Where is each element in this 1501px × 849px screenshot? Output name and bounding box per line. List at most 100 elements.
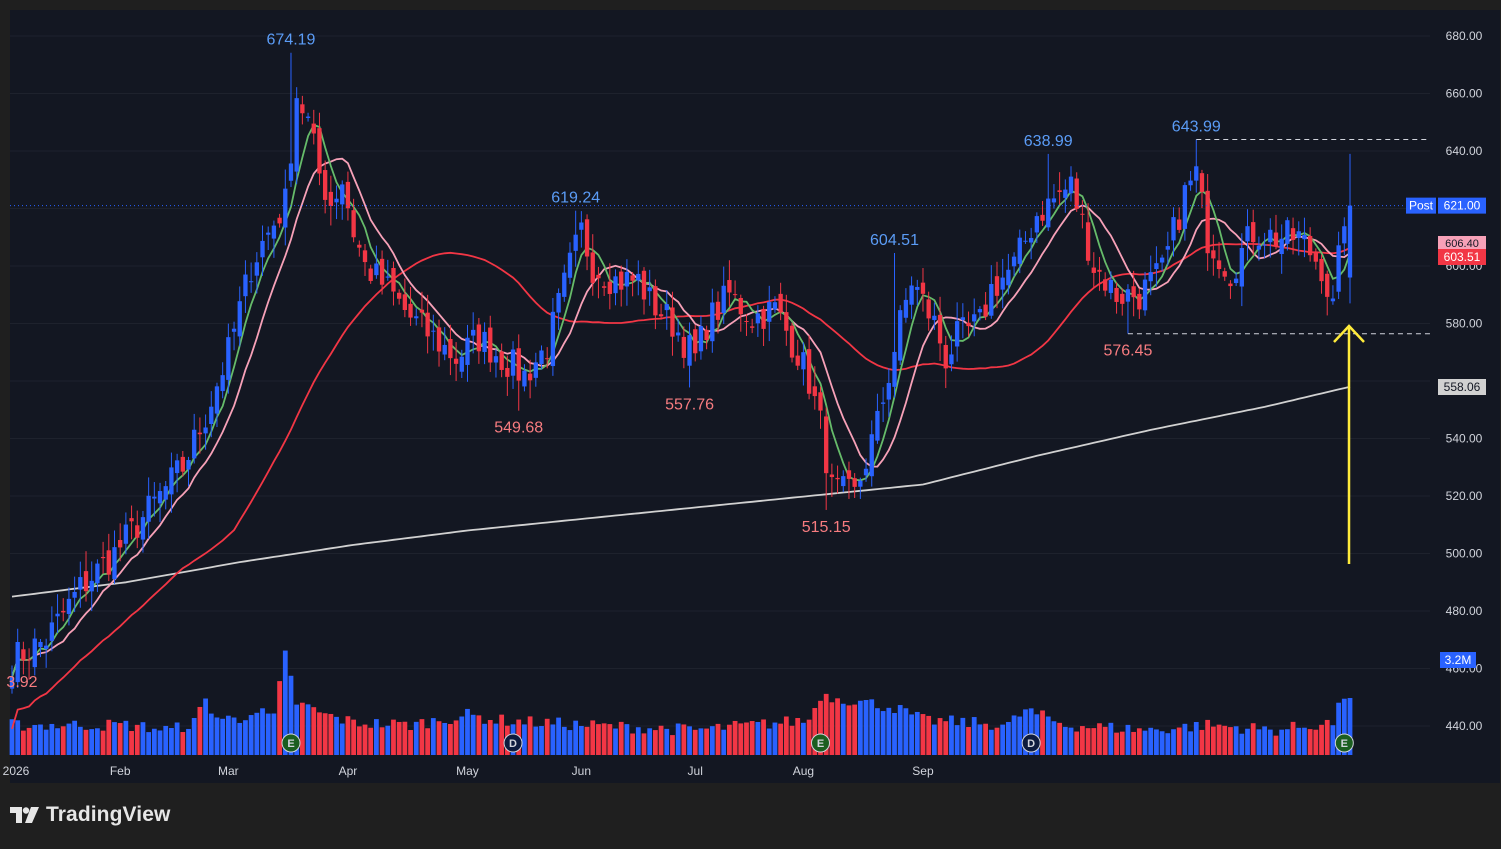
time-tick-label: Feb	[110, 764, 131, 778]
volume-bar	[1028, 708, 1034, 755]
volume-bar	[180, 732, 186, 755]
volume-bar	[539, 726, 544, 755]
volume-tag-value: 3.2M	[1445, 653, 1472, 667]
volume-bar	[396, 721, 402, 755]
candle-body	[994, 276, 1000, 296]
candle-body	[220, 375, 225, 392]
candle-body	[1051, 198, 1057, 203]
candle-body	[32, 638, 37, 668]
volume-bar	[755, 721, 761, 755]
candle-body	[932, 315, 937, 321]
candle-body	[135, 525, 140, 538]
volume-bar	[869, 699, 875, 755]
volume-bar	[1273, 735, 1279, 755]
volume-bar	[977, 724, 983, 755]
volume-bar	[231, 717, 237, 755]
candle-body	[357, 244, 362, 248]
volume-bar	[106, 719, 112, 755]
volume-bar	[527, 716, 533, 755]
volume-bar	[1228, 727, 1233, 755]
volume-bar	[766, 728, 772, 755]
annotation-arrow	[1333, 324, 1365, 564]
time-tick-label: Jul	[688, 764, 703, 778]
volume-bar	[903, 708, 909, 755]
volume-bar	[988, 729, 994, 755]
candle-body	[288, 163, 294, 181]
candle-body	[636, 273, 641, 281]
candle-body	[664, 304, 669, 311]
candle-body	[38, 641, 43, 648]
volume-bar	[243, 720, 248, 755]
candle-body	[317, 128, 322, 174]
candle-body	[1256, 245, 1262, 250]
volume-bar	[1330, 725, 1336, 755]
candle-body	[322, 170, 328, 200]
volume-bar	[294, 704, 300, 755]
volume-bar	[635, 727, 641, 755]
volume-bar	[1154, 729, 1159, 755]
extreme-label: 643.99	[1172, 119, 1221, 136]
volume-bar	[487, 720, 493, 755]
volume-bar	[1347, 698, 1353, 755]
candle-body	[915, 286, 920, 290]
volume-bar	[282, 650, 288, 755]
time-tick-label: Aug	[793, 764, 814, 778]
candle-body	[1023, 240, 1028, 242]
volume-bar	[197, 706, 203, 755]
volume-bar	[658, 725, 664, 755]
candle-body	[214, 386, 220, 414]
time-tick-label: 2026	[3, 764, 30, 778]
moving-averages	[11, 123, 1351, 730]
event-marker-label: D	[1027, 738, 1035, 750]
volume-bar	[1199, 729, 1205, 755]
candle-body	[1108, 279, 1114, 293]
candle-body	[254, 262, 259, 276]
volume-bar	[328, 713, 334, 755]
volume-bar	[140, 722, 146, 755]
price-tick-label: 480.00	[1446, 604, 1483, 618]
candle-body	[795, 355, 800, 366]
candle-body	[448, 338, 453, 359]
volume-bar	[607, 724, 613, 755]
candle-body	[465, 337, 470, 365]
volume-bar	[954, 725, 960, 755]
footer-brand[interactable]: TradingView	[10, 800, 170, 830]
candle-body	[140, 517, 146, 540]
candle-body	[920, 282, 926, 294]
extreme-labels: 674.19 619.24 604.51 638.99 643.99 549.68 557.…	[6, 32, 1220, 691]
volume-bar	[1290, 721, 1296, 755]
volume-bar	[886, 707, 892, 755]
event-marker-label: D	[509, 738, 517, 750]
candle-body	[1034, 216, 1040, 233]
candle-body	[1290, 228, 1296, 240]
volume-bar	[305, 704, 311, 755]
candle-body	[903, 299, 909, 318]
candle-body	[1080, 213, 1085, 215]
volume-bar	[1205, 719, 1211, 755]
volume-bar	[823, 693, 829, 755]
volume-bar	[567, 730, 573, 755]
volume-bar	[1045, 716, 1051, 755]
candle-body	[1319, 258, 1324, 282]
candle-body	[1188, 180, 1193, 186]
candle-body	[892, 351, 897, 387]
volume-bar	[442, 722, 448, 755]
event-marker-label: E	[1341, 738, 1348, 750]
volume-bar	[761, 719, 766, 755]
volume-bar	[288, 675, 294, 755]
candle-body	[476, 324, 482, 352]
volume-bar	[744, 722, 749, 755]
candle-body	[954, 321, 960, 347]
candle-body	[505, 367, 510, 377]
candle-body	[1131, 286, 1136, 298]
candle-body	[26, 659, 32, 661]
candle-body	[1068, 176, 1074, 194]
volume-bar	[704, 728, 710, 755]
candle-body	[21, 649, 26, 661]
volume-bar	[772, 722, 778, 755]
ma-tag-2-value: 603.51	[1444, 250, 1481, 264]
price-tick-label: 520.00	[1446, 489, 1483, 503]
candle-body	[459, 356, 464, 372]
